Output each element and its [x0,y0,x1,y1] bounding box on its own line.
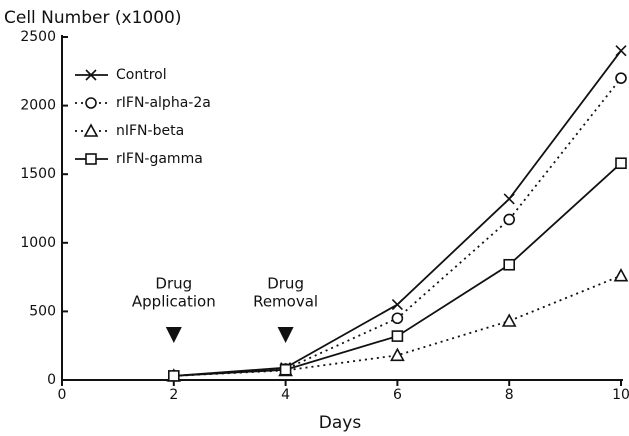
series-line [173,50,622,377]
marker-square [168,370,180,382]
x-tick-label: 2 [169,387,178,403]
legend-label: nIFN-beta [116,123,184,139]
annotation-text: Drug [267,275,304,293]
marker-triangle [390,347,405,362]
marker-x [391,298,403,311]
legend-label: rIFN-gamma [116,151,203,167]
marker-triangle [613,268,629,282]
annotation-arrow [165,327,182,343]
y-tick-label: 1000 [20,235,56,251]
legend-marker [83,123,99,137]
y-tick-label: 500 [29,303,56,319]
chart-title: Cell Number (x1000) [4,8,181,28]
series-line [173,162,622,377]
y-tick-label: 0 [47,372,56,388]
y-tick-label: 2500 [20,29,56,45]
legend-marker [85,69,97,81]
annotation-arrow [277,327,294,343]
marker-x [615,45,627,57]
x-tick-label: 6 [393,387,402,403]
x-tick-label: 4 [281,387,290,403]
legend-label: Control [116,67,167,83]
y-tick-label: 1500 [20,166,56,182]
x-axis-label: Days [319,413,362,433]
legend-marker [85,97,97,109]
marker-x [503,193,515,205]
annotation-text: Removal [253,293,318,311]
marker-circle [391,312,404,325]
x-tick-label: 0 [58,387,67,403]
marker-triangle [501,313,517,327]
x-tick-label: 8 [505,387,514,403]
marker-circle [503,213,516,226]
legend-label: rIFN-alpha-2a [116,95,211,111]
marker-square [503,258,516,271]
marker-square [615,157,627,170]
marker-circle [615,72,627,84]
marker-square [391,330,404,342]
marker-square [279,363,292,376]
x-tick-label: 10 [612,387,629,403]
legend-marker [85,153,97,165]
annotation-text: Application [132,293,216,311]
annotation-text: Drug [155,275,192,293]
y-tick-label: 2000 [20,98,56,114]
